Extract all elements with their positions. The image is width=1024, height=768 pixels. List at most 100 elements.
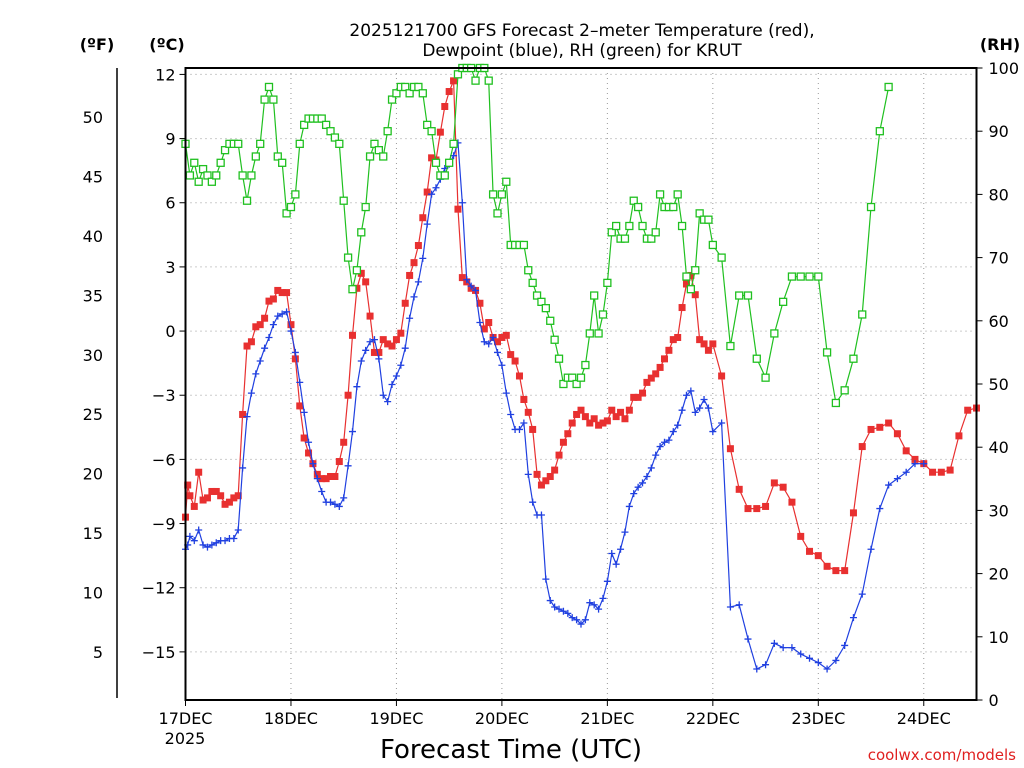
temperature-point — [621, 415, 629, 423]
dewpoint-point — [234, 526, 242, 534]
dewpoint-point — [656, 443, 664, 451]
temperature-point — [546, 473, 554, 481]
dewpoint-point — [287, 327, 295, 335]
temperature-point — [208, 487, 216, 495]
temperature-point — [718, 372, 726, 380]
unit-fahrenheit-label: (ºF) — [80, 35, 115, 54]
dewpoint-point — [744, 635, 752, 643]
celsius-tick-label: 3 — [165, 258, 175, 277]
rh-point — [471, 76, 480, 85]
dewpoint-point — [480, 338, 488, 346]
dewpoint-point — [682, 391, 690, 399]
temperature-point — [937, 468, 945, 476]
dewpoint-point — [296, 378, 304, 386]
dewpoint-point — [762, 661, 770, 669]
temperature-point — [806, 547, 814, 555]
temperature-point — [577, 406, 585, 414]
year-label: 2025 — [165, 729, 206, 748]
dewpoint-point — [841, 641, 849, 649]
rh-tick-label: 10 — [989, 628, 1009, 647]
temperature-point — [414, 242, 422, 250]
dewpoint-point — [586, 599, 594, 607]
dewpoint-point — [669, 428, 677, 436]
temperature-point — [348, 331, 356, 339]
dewpoint-point — [625, 502, 633, 510]
temperature-point — [691, 291, 699, 299]
temperature-point — [832, 567, 840, 575]
rh-point — [431, 158, 441, 167]
rh-point — [647, 234, 656, 243]
rh-point — [339, 196, 348, 205]
rh-point — [299, 120, 309, 130]
rh-point — [572, 379, 581, 389]
dewpoint-point — [195, 526, 203, 534]
dewpoint-point — [590, 601, 598, 609]
dewpoint-point — [432, 184, 440, 192]
rh-point — [387, 95, 397, 104]
dewpoint-point — [348, 428, 356, 436]
rh-point — [326, 127, 335, 136]
temperature-point — [322, 475, 330, 483]
rh-point — [440, 171, 449, 180]
temperature-point — [537, 481, 545, 489]
dewpoint-point — [274, 312, 282, 320]
fahrenheit-tick-label: 15 — [83, 524, 103, 543]
rh-point — [524, 266, 533, 275]
temperature-point — [344, 391, 352, 399]
rh-point — [655, 190, 665, 199]
temperature-point — [955, 432, 963, 440]
rh-point — [849, 354, 858, 363]
dewpoint-point — [252, 370, 260, 378]
temperature-point — [300, 434, 308, 442]
rh-point — [238, 171, 247, 180]
dewpoint-point — [568, 614, 576, 622]
temperature-point — [858, 443, 866, 451]
rh-point — [374, 146, 384, 155]
rh-point — [625, 221, 634, 231]
temperature-point — [256, 321, 264, 329]
temperature-point — [370, 348, 378, 356]
rh-point — [418, 89, 427, 98]
rh-point — [761, 373, 770, 382]
rh-point — [691, 266, 700, 275]
temperature-point — [454, 205, 462, 213]
dewpoint-point — [261, 344, 269, 352]
axes: 17DEC 18DEC 19DEC 20DEC 21DEC 22DEC 23DEC 24DEC… — [83, 59, 1019, 728]
rh-point — [379, 152, 388, 161]
rh-point — [242, 196, 252, 205]
rh-point — [541, 304, 550, 313]
dewpoint-point — [203, 543, 211, 551]
rh-point — [695, 209, 704, 218]
dewpoint-point — [327, 498, 335, 506]
rh-point — [405, 89, 414, 98]
rh-point — [677, 221, 687, 231]
temperature-point — [247, 338, 255, 346]
temperature-point — [184, 481, 192, 489]
temperature-point — [704, 346, 712, 354]
x-tick-label: 19DEC — [369, 709, 423, 728]
dewpoint-line — [184, 142, 924, 670]
rh-point — [449, 139, 458, 148]
temperature-point — [340, 438, 348, 446]
series-layer — [181, 63, 980, 673]
temperature-point — [643, 378, 651, 386]
rh-point — [550, 335, 559, 344]
rh-point — [651, 228, 660, 237]
temperature-point — [617, 408, 625, 416]
temperature-point — [327, 473, 335, 481]
dewpoint-point — [797, 650, 805, 658]
rh-tick-label: 90 — [989, 122, 1009, 141]
rh-point — [669, 202, 678, 212]
temperature-point — [239, 410, 247, 418]
temperature-point — [744, 505, 752, 513]
temperature-point — [366, 312, 374, 320]
dewpoint-point — [520, 419, 528, 427]
rh-tick-label: 70 — [989, 249, 1009, 268]
rh-point — [612, 221, 621, 231]
dewpoint-point — [704, 404, 712, 412]
dewpoint-point — [634, 483, 642, 491]
fahrenheit-tick-label: 20 — [83, 465, 103, 484]
temperature-point — [406, 271, 414, 279]
rh-point — [629, 196, 638, 205]
temperature-point — [841, 567, 849, 575]
